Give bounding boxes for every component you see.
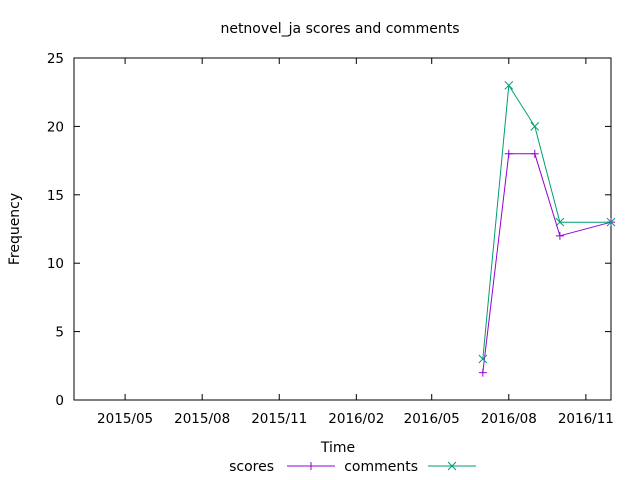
x-tick-label: 2015/11 [251, 411, 307, 427]
legend-marker-scores [307, 462, 315, 470]
plot-area [478, 81, 616, 377]
marker-stroke [555, 217, 565, 227]
y-tick-label: 25 [47, 51, 64, 67]
x-axis: 2015/05 2015/08 2015/11 2016/02 2016/05 2016/… [97, 58, 614, 427]
x-tick-label: 2015/08 [174, 411, 230, 427]
y-tick-label: 0 [55, 393, 64, 409]
y-tick-label: 15 [47, 188, 64, 204]
data-point-comments [478, 354, 488, 364]
y-tick-label: 10 [47, 256, 64, 272]
x-tick-label: 2016/11 [558, 411, 614, 427]
data-point-scores [530, 149, 539, 158]
x-tick-label: 2016/02 [328, 411, 384, 427]
legend: scores comments [229, 459, 476, 475]
data-point-comments [530, 122, 540, 131]
marker-stroke [478, 354, 488, 364]
data-point-scores [555, 231, 564, 240]
marker-stroke [447, 461, 457, 471]
series-line-comments [482, 83, 611, 360]
data-point-scores [478, 368, 487, 377]
data-point-comments [504, 81, 514, 90]
legend-label-comments: comments [344, 459, 418, 475]
chart-title: netnovel_ja scores and comments [220, 21, 459, 37]
x-tick-label: 2016/05 [404, 411, 460, 427]
y-tick-label: 5 [55, 325, 64, 341]
marker-stroke [530, 122, 540, 131]
x-tick-label: 2016/08 [481, 411, 537, 427]
x-axis-label: Time [320, 440, 355, 456]
marker-stroke [606, 217, 616, 227]
y-axis-label: Frequency [7, 193, 23, 265]
plot-frame [73, 57, 612, 401]
y-axis: 0 5 10 15 20 25 [47, 51, 611, 409]
series-line-scores [482, 153, 612, 373]
x-tick-label: 2015/05 [97, 411, 153, 427]
data-point-comments [606, 217, 616, 227]
legend-marker-comments [447, 461, 457, 471]
marker-stroke [504, 81, 514, 90]
data-point-comments [555, 217, 565, 227]
legend-label-scores: scores [229, 459, 274, 475]
data-point-scores [504, 149, 513, 158]
y-tick-label: 20 [47, 119, 64, 135]
